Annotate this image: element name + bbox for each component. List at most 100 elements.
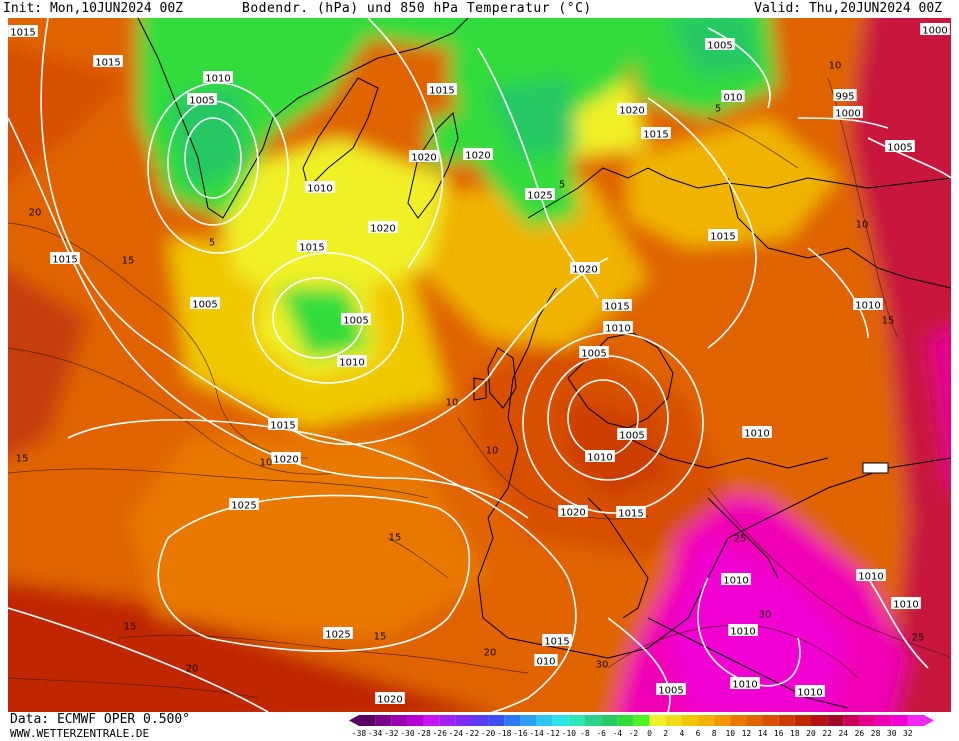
pressure-label-text: 1015 xyxy=(643,130,668,141)
colorbar-tick-label: 16 xyxy=(774,729,784,738)
pressure-label: 1020 xyxy=(570,262,600,276)
colorbar-tick-label: 24 xyxy=(838,729,848,738)
temperature-colorbar: -38 -34 -32 -30 -28 -26 -24 -22 -20 -18 -16 -14 -12-… xyxy=(349,715,934,738)
pressure-label: 1010 xyxy=(203,71,233,85)
pressure-label-text: 1020 xyxy=(465,151,490,162)
colorbar-tick-label: 14 xyxy=(758,729,768,738)
colorbar-tick-label: 6 xyxy=(696,729,701,738)
temperature-label: 20 xyxy=(29,208,42,219)
colorbar-swatch xyxy=(536,715,553,726)
temperature-label: 5 xyxy=(715,104,721,115)
colorbar-swatch xyxy=(488,715,505,726)
pressure-label-text: 1010 xyxy=(855,301,880,312)
colorbar-tick-label: -12 xyxy=(545,729,560,738)
colorbar-swatch xyxy=(585,715,602,726)
pressure-label-text: 1010 xyxy=(587,453,612,464)
colorbar-tick-label: -34 xyxy=(368,729,383,738)
map-header: Init: Mon,10JUN2024 00Z Bodendr. (hPa) u… xyxy=(0,0,959,18)
colorbar-tick-label: -20 xyxy=(481,729,496,738)
weather-map: 1015 1015 1010 1005 1015 1005 1000 1020 010 995 10… xyxy=(8,18,951,712)
colorbar-swatch xyxy=(455,715,472,726)
pressure-label: 1020 xyxy=(368,221,398,235)
colorbar-tick-label: -22 xyxy=(465,729,480,738)
pressure-label: 1010 xyxy=(795,685,825,699)
website-label: WWW.WETTERZENTRALE.DE xyxy=(10,727,150,740)
pressure-label: 1015 xyxy=(297,240,327,254)
colorbar-swatch xyxy=(730,715,747,726)
pressure-label: 1005 xyxy=(341,313,371,327)
colorbar-tick-label: -28 xyxy=(416,729,431,738)
colorbar-tick-label: -32 xyxy=(384,729,399,738)
pressure-label-text: 1010 xyxy=(307,184,332,195)
isobars xyxy=(8,18,951,712)
pressure-label: 1005 xyxy=(656,683,686,697)
pressure-label-text: 1010 xyxy=(893,600,918,611)
pressure-label: 1005 xyxy=(705,38,735,52)
temperature-label: 5 xyxy=(559,180,565,191)
temperature-label: 10 xyxy=(829,61,842,72)
colorbar-tick-label: -30 xyxy=(400,729,415,738)
colorbar-tick-label: -2 xyxy=(629,729,639,738)
pressure-label-text: 1020 xyxy=(370,224,395,235)
temperature-label: 30 xyxy=(596,660,609,671)
temperature-label: 25 xyxy=(734,534,747,545)
temperature-label: 15 xyxy=(374,632,387,643)
valid-time-label: Valid: Thu,20JUN2024 00Z xyxy=(754,1,942,16)
colorbar-swatch xyxy=(907,715,924,726)
pressure-label: 1015 xyxy=(641,127,671,141)
pressure-label-text: 1005 xyxy=(192,300,217,311)
colorbar-tick-label: 30 xyxy=(887,729,897,738)
colorbar-tick-label: -24 xyxy=(449,729,464,738)
colorbar-tick-label: -18 xyxy=(497,729,512,738)
temperature-label: 15 xyxy=(122,256,135,267)
colorbar-tick-label: -6 xyxy=(596,729,606,738)
colorbar-swatch xyxy=(504,715,521,726)
colorbar-swatch xyxy=(746,715,763,726)
pressure-label: 1005 xyxy=(885,140,915,154)
colorbar-tick-label: 2 xyxy=(663,729,668,738)
pressure-label: 1010 xyxy=(891,597,921,611)
pressure-label-text: 995 xyxy=(835,92,854,103)
pressure-label: 1015 xyxy=(542,634,572,648)
pressure-label: 1010 xyxy=(305,181,335,195)
pressure-label: 1015 xyxy=(708,229,738,243)
pressure-label: 1020 xyxy=(463,148,493,162)
init-time-label: Init: Mon,10JUN2024 00Z xyxy=(3,1,184,16)
colorbar-swatch xyxy=(633,715,650,726)
pressure-label: 1005 xyxy=(617,428,647,442)
temperature-label: 10 xyxy=(486,446,499,457)
pressure-label: 1010 xyxy=(728,624,758,638)
pressure-label-text: 1005 xyxy=(343,316,368,327)
pressure-label-text: 1020 xyxy=(560,508,585,519)
pressure-label-text: 1005 xyxy=(189,96,214,107)
colorbar-swatch xyxy=(714,715,731,726)
pressure-label-text: 1015 xyxy=(270,421,295,432)
colorbar-swatch xyxy=(778,715,795,726)
temperature-label: 10 xyxy=(856,220,869,231)
temperature-label: 10 xyxy=(446,398,459,409)
colorbar-swatch xyxy=(665,715,682,726)
pressure-label-text: 010 xyxy=(536,657,555,668)
colorbar-swatch xyxy=(552,715,569,726)
temperature-label: 30 xyxy=(759,610,772,621)
colorbar-swatch xyxy=(407,715,424,726)
pressure-label: 1010 xyxy=(603,321,633,335)
colorbar-swatch xyxy=(843,715,860,726)
pressure-label: 1005 xyxy=(187,93,217,107)
pressure-label-text: 1000 xyxy=(835,109,860,120)
pressure-label-text: 1015 xyxy=(10,28,35,39)
pressure-label-text: 1010 xyxy=(744,429,769,440)
pressure-label-text: 1020 xyxy=(411,153,436,164)
isotherms xyxy=(8,77,951,699)
pressure-label-text: 1020 xyxy=(273,455,298,466)
pressure-label-text: 1010 xyxy=(732,680,757,691)
colorbar-swatch xyxy=(423,715,440,726)
pressure-label-text: 1015 xyxy=(299,243,324,254)
colorbar-tick-label: 22 xyxy=(822,729,832,738)
colorbar-swatch xyxy=(649,715,666,726)
colorbar-tick-label: 12 xyxy=(742,729,752,738)
temperature-label: 20 xyxy=(186,664,199,675)
pressure-label: 1010 xyxy=(721,573,751,587)
colorbar-swatch xyxy=(827,715,844,726)
colorbar-swatches xyxy=(349,715,934,726)
